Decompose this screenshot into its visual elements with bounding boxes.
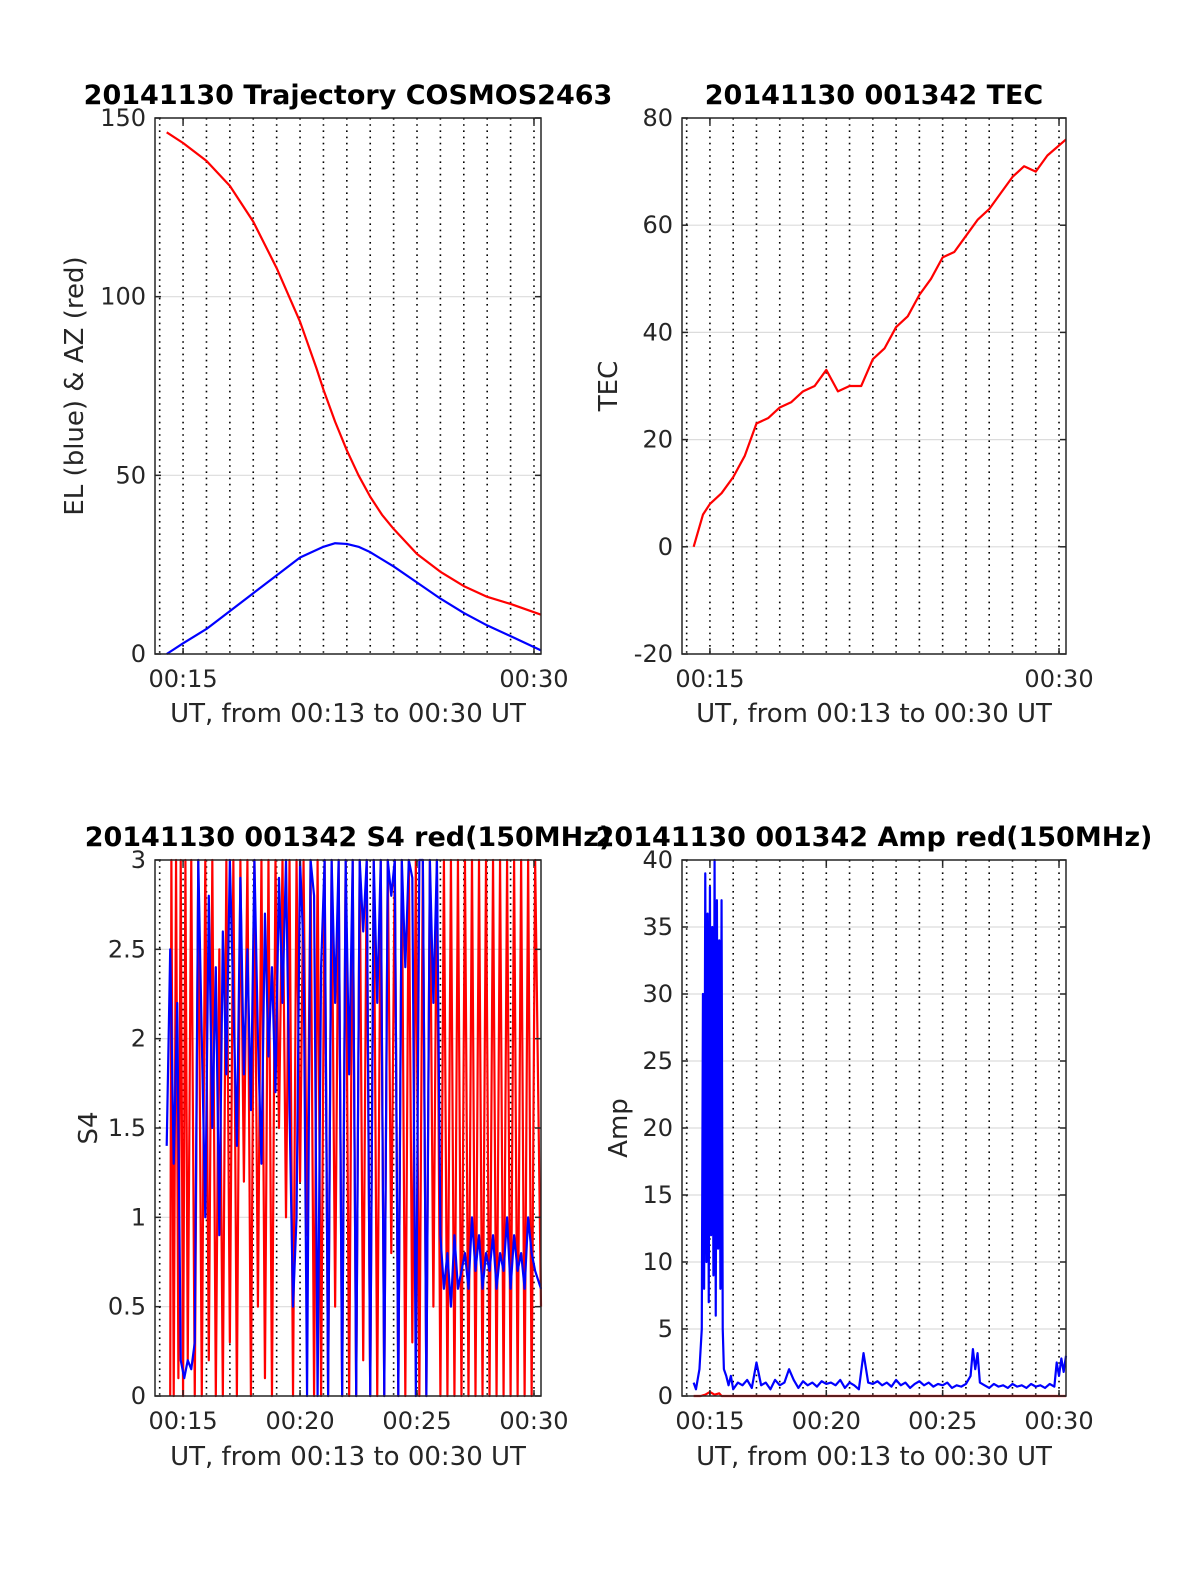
panel-trajectory: 0 50 100 150 00:15 00:30 20141130 Trajectory … bbox=[60, 80, 612, 729]
amp-xlabel: UT, from 00:13 to 00:30 UT bbox=[696, 1442, 1052, 1472]
tec-ytick-label: 60 bbox=[642, 211, 673, 239]
amp-ticks: 0 5 10 15 20 25 30 35 40 00:15 00:20 00:25 00:30 bbox=[642, 846, 1093, 1435]
tec-ticks: -20 0 20 40 60 80 00:15 00:30 bbox=[634, 104, 1094, 693]
s4-ytick-label: 2.5 bbox=[108, 935, 146, 963]
amp-ytick-label: 20 bbox=[642, 1114, 673, 1142]
tec-ytick-label: 20 bbox=[642, 426, 673, 454]
amp-ytick-label: 25 bbox=[642, 1047, 673, 1075]
tec-ylabel: TEC bbox=[594, 361, 624, 412]
s4-xtick-label: 00:15 bbox=[148, 1407, 217, 1435]
s4-ytick-label: 0.5 bbox=[108, 1293, 146, 1321]
amp-series-1-line bbox=[692, 858, 1068, 1391]
tec-series bbox=[692, 138, 1067, 548]
trajectory-ytick-label: 50 bbox=[115, 461, 146, 489]
amp-title: 20141130 001342 Amp red(150MHz) bbox=[596, 822, 1153, 853]
tec-title: 20141130 001342 TEC bbox=[705, 80, 1044, 111]
amp-ytick-label: 30 bbox=[642, 980, 673, 1008]
amp-xtick-label: 00:25 bbox=[908, 1407, 977, 1435]
trajectory-ytick-label: 150 bbox=[100, 104, 146, 132]
s4-ylabel: S4 bbox=[74, 1111, 104, 1144]
trajectory-series-1-line bbox=[166, 542, 542, 655]
s4-ytick-label: 2 bbox=[131, 1025, 146, 1053]
s4-ytick-label: 3 bbox=[131, 846, 146, 874]
amp-ytick-label: 35 bbox=[642, 913, 673, 941]
s4-ticks: 0 0.5 1 1.5 2 2.5 3 00:15 00:20 00:25 00:30 bbox=[108, 846, 569, 1435]
trajectory-xlabel: UT, from 00:13 to 00:30 UT bbox=[170, 699, 526, 729]
trajectory-title: 20141130 Trajectory COSMOS2463 bbox=[84, 80, 613, 111]
tec-ytick-label: -20 bbox=[634, 640, 673, 668]
amp-ytick-label: 15 bbox=[642, 1181, 673, 1209]
amp-ytick-label: 5 bbox=[658, 1315, 673, 1343]
s4-ytick-label: 1 bbox=[131, 1203, 146, 1231]
tec-xtick-label: 00:30 bbox=[1024, 665, 1093, 693]
trajectory-grid bbox=[155, 117, 541, 655]
s4-xlabel: UT, from 00:13 to 00:30 UT bbox=[170, 1442, 526, 1472]
amp-ytick-label: 40 bbox=[642, 846, 673, 874]
trajectory-series-0-line bbox=[166, 131, 542, 616]
trajectory-ylabel: EL (blue) & AZ (red) bbox=[60, 256, 90, 515]
amp-ytick-label: 0 bbox=[658, 1382, 673, 1410]
trajectory-axes-box bbox=[154, 117, 542, 655]
tec-axes-box bbox=[681, 117, 1067, 655]
amp-xtick-label: 00:20 bbox=[792, 1407, 861, 1435]
trajectory-series bbox=[166, 131, 542, 655]
s4-xtick-label: 00:20 bbox=[265, 1407, 334, 1435]
panel-s4: 0 0.5 1 1.5 2 2.5 3 00:15 00:20 00:25 00:30 201411… bbox=[74, 822, 611, 1472]
trajectory-ytick-label: 0 bbox=[131, 640, 146, 668]
trajectory-xtick-label: 00:15 bbox=[148, 665, 217, 693]
s4-xtick-label: 00:25 bbox=[382, 1407, 451, 1435]
trajectory-ticks: 0 50 100 150 00:15 00:30 bbox=[100, 104, 568, 693]
s4-ytick-label: 1.5 bbox=[108, 1114, 146, 1142]
tec-series-0-line bbox=[692, 138, 1067, 548]
s4-ytick-label: 0 bbox=[131, 1382, 146, 1410]
s4-xtick-label: 00:30 bbox=[499, 1407, 568, 1435]
tec-xlabel: UT, from 00:13 to 00:30 UT bbox=[696, 699, 1052, 729]
trajectory-ytick-label: 100 bbox=[100, 283, 146, 311]
tec-ytick-label: 40 bbox=[642, 318, 673, 346]
tec-xtick-label: 00:15 bbox=[675, 665, 744, 693]
amp-ytick-label: 10 bbox=[642, 1248, 673, 1276]
amp-ylabel: Amp bbox=[604, 1098, 634, 1158]
tec-ytick-label: 0 bbox=[658, 533, 673, 561]
amp-xtick-label: 00:15 bbox=[675, 1407, 744, 1435]
panel-tec: -20 0 20 40 60 80 00:15 00:30 20141130 001342 T… bbox=[594, 80, 1094, 729]
trajectory-xtick-label: 00:30 bbox=[499, 665, 568, 693]
panel-amp: 0 5 10 15 20 25 30 35 40 00:15 00:20 00:25 00:30 201… bbox=[596, 822, 1153, 1472]
amp-xtick-label: 00:30 bbox=[1024, 1407, 1093, 1435]
s4-title: 20141130 001342 S4 red(150MHz) bbox=[85, 822, 612, 853]
tec-ytick-label: 80 bbox=[642, 104, 673, 132]
